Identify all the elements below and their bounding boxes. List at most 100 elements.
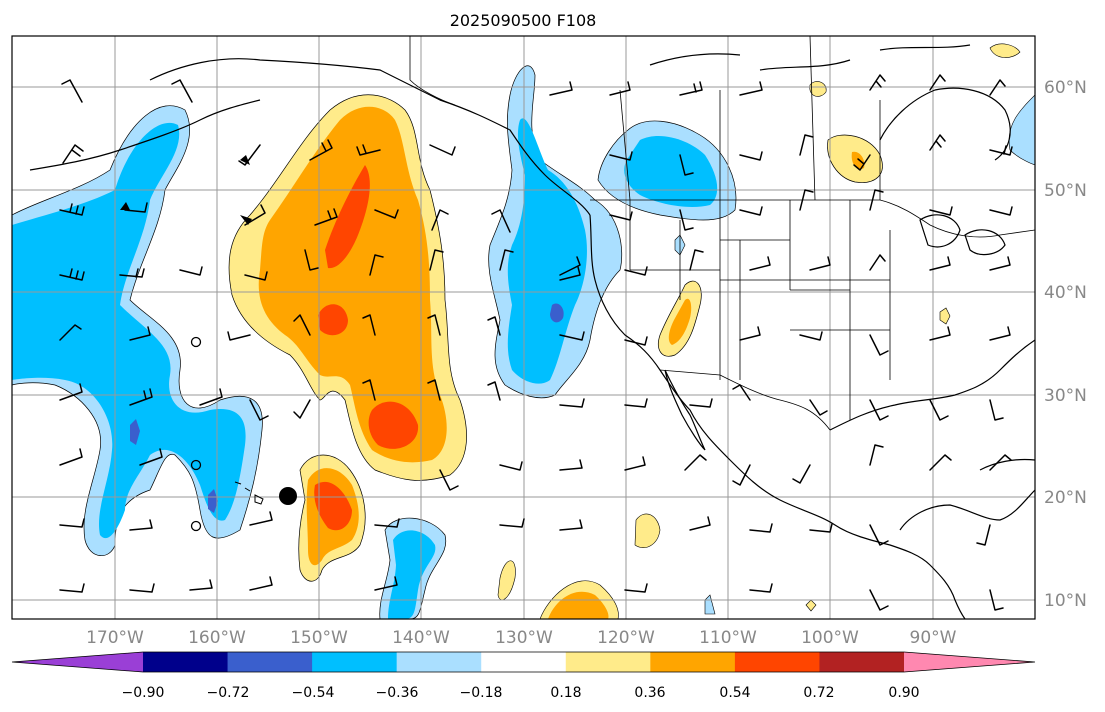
wind-barb-icon <box>689 516 711 531</box>
colorbar-tick-labels: −0.90 −0.72 −0.54 −0.36 −0.18 0.18 0.36 … <box>122 685 920 701</box>
wind-barb-icon <box>809 256 831 271</box>
wind-barb-icon <box>739 326 761 341</box>
wind-barb-icon <box>989 206 1013 216</box>
wind-barb-icon <box>439 469 459 491</box>
wind-barb-icon <box>749 583 773 593</box>
strong-positive-spot-1 <box>325 165 370 269</box>
province-borders <box>619 36 881 201</box>
yucatan-coast <box>899 489 1035 531</box>
colorbar-swatch <box>819 652 905 672</box>
alaska-coast <box>149 58 591 216</box>
gulf-coast <box>829 339 1035 431</box>
colorbar-tick-label: −0.72 <box>207 685 250 701</box>
lon-label: 150°W <box>290 628 348 648</box>
wind-barb-icon <box>929 326 951 341</box>
wind-barb-icon <box>293 314 311 336</box>
wind-barb-icon <box>624 456 646 471</box>
colorbar-tick-label: −0.54 <box>292 685 335 701</box>
arctic-coast <box>649 44 971 71</box>
us-mexico-border <box>659 369 831 431</box>
wind-barb-icon <box>499 249 514 271</box>
wind-barb-icon <box>431 209 449 231</box>
wind-barb-icon <box>929 256 951 271</box>
colorbar-extend-low <box>12 652 143 672</box>
wind-barb-icon <box>559 519 583 531</box>
wind-barb-icon <box>129 388 153 406</box>
lon-label: 110°W <box>699 628 757 648</box>
colorbar-tick-label: −0.36 <box>376 685 419 701</box>
colorbar-tick-label: 0.36 <box>634 685 665 701</box>
wind-barb-icon <box>559 266 581 281</box>
great-lakes <box>919 214 1006 256</box>
wind-barb-icon <box>549 81 573 96</box>
lon-label: 90°W <box>910 628 957 648</box>
station-symbols <box>190 336 297 532</box>
lon-label: 140°W <box>392 628 450 648</box>
wind-barb-icon <box>989 256 1011 271</box>
wind-barb-icon <box>609 81 631 96</box>
wind-barb-icon <box>249 399 269 421</box>
colorbar-swatch <box>396 652 482 672</box>
baja-california <box>664 369 706 451</box>
aleutian-islands <box>29 99 261 171</box>
wind-barb-icon <box>179 266 203 276</box>
positive-anomaly-patch-ontario <box>809 81 827 97</box>
wind-barb-icon <box>929 206 953 216</box>
wind-barb-icon <box>119 268 145 278</box>
wind-barb-icon <box>429 249 444 271</box>
wind-barb-icon <box>609 211 633 221</box>
wind-barb-icon <box>429 144 456 156</box>
wind-barb-icon <box>624 336 648 346</box>
lat-label: 60°N <box>1044 78 1087 98</box>
wind-barb-icon <box>59 518 85 528</box>
colorbar-swatch <box>312 652 398 672</box>
lat-label: 20°N <box>1044 488 1087 508</box>
wind-barb-icon <box>499 461 523 471</box>
wind-barb-icon <box>199 388 223 406</box>
wind-barb-icon <box>139 448 163 466</box>
wind-flag-icon <box>240 215 252 225</box>
wind-barb-icon <box>171 79 193 103</box>
wind-barb-icon <box>59 448 83 466</box>
wind-barb-icon <box>314 208 338 226</box>
map-panel <box>11 35 1036 620</box>
wind-barb-icon <box>374 518 400 528</box>
us-canada-border <box>590 199 1035 238</box>
negative-anomaly-patch-east <box>1008 94 1035 166</box>
colorbar-swatch <box>650 652 736 672</box>
wind-barb-icon <box>129 583 155 593</box>
wind-barb-icon <box>869 444 884 466</box>
lon-label: 170°W <box>86 628 144 648</box>
wind-barb-icon <box>362 314 376 336</box>
colorbar-tick-label: 0.54 <box>719 685 750 701</box>
colorbar: −0.90 −0.72 −0.54 −0.36 −0.18 0.18 0.36 … <box>11 651 1036 701</box>
wind-barb-icon <box>369 254 384 276</box>
positive-anomaly-core-central <box>258 106 447 463</box>
positive-anomaly-patch-3 <box>939 307 951 325</box>
negative-anomaly-core-prairies <box>624 135 718 207</box>
wind-barb-icon <box>989 589 1004 611</box>
wind-barb-icon <box>59 268 85 281</box>
lat-label: 30°N <box>1044 386 1087 406</box>
wind-barb-icon <box>689 249 704 271</box>
positive-anomaly-patch-2 <box>497 560 516 601</box>
latitude-labels: 60°N 50°N 40°N 30°N 20°N 10°N <box>1044 78 1087 611</box>
colorbar-swatch <box>565 652 651 672</box>
wind-barb-icon <box>684 454 707 471</box>
wind-barb-icon <box>679 209 694 231</box>
wind-barb-icon <box>739 206 763 216</box>
colorbar-tick-label: −0.90 <box>122 685 165 701</box>
wind-barb-icon <box>929 454 952 471</box>
wind-barb-icon <box>809 523 833 533</box>
wind-barb-icon <box>244 271 268 281</box>
wind-barb-icon <box>853 154 871 171</box>
strong-negative-spot-1 <box>130 419 140 445</box>
wind-barb-icon <box>976 524 991 546</box>
lon-label: 130°W <box>495 628 553 648</box>
wind-barb-icon <box>679 81 703 96</box>
wind-barb-icon <box>929 134 946 151</box>
wind-flag-icon <box>120 202 130 210</box>
wind-barb-icon <box>989 326 1011 341</box>
wind-barb-icon <box>227 331 251 341</box>
